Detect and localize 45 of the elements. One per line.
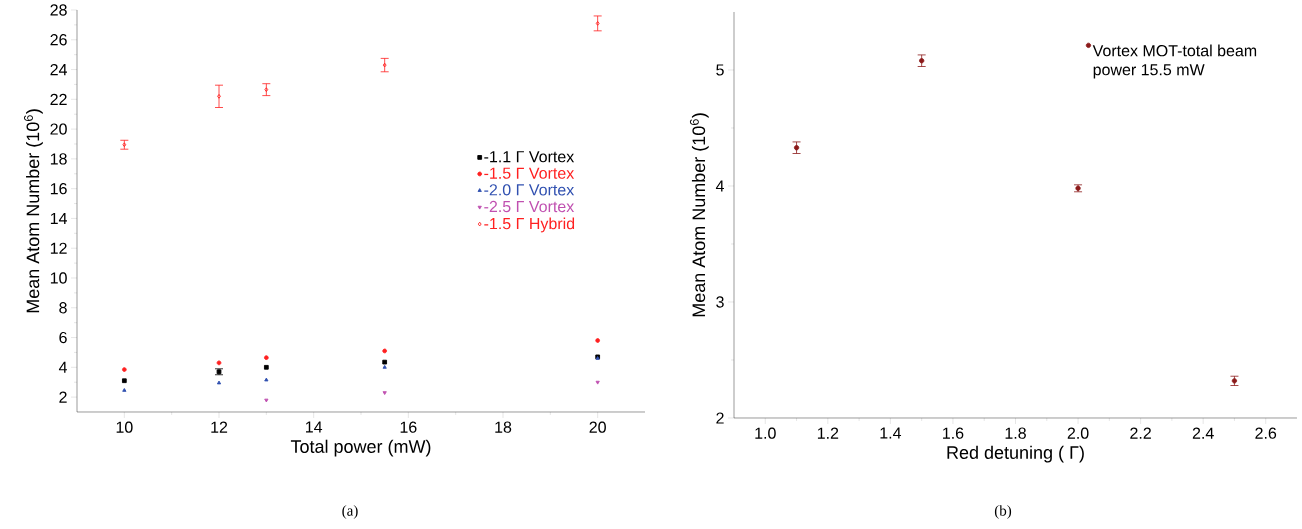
y-tick-label: 10	[50, 272, 67, 284]
y-tick-label: 6	[59, 331, 67, 344]
y-tick-label: 3	[716, 296, 724, 308]
text: (b)	[994, 505, 1012, 519]
y-tick-label: 28	[50, 4, 67, 16]
text: (a)	[342, 505, 358, 519]
legend-label: -1.1 Γ Vortex	[484, 151, 575, 163]
x-tick-label: 2.0	[1067, 427, 1089, 439]
y-tick-label: 5	[716, 64, 724, 76]
legend-label: -1.5 Γ Vortex	[484, 167, 575, 179]
x-tick-label: 2.6	[1255, 427, 1277, 439]
x-axis-title: Red detuning ( Γ)	[947, 445, 1084, 463]
x-tick-label: 20	[589, 421, 606, 433]
y-tick-label: 16	[50, 183, 67, 195]
y-tick-label: 20	[50, 123, 67, 135]
x-tick-label: 2.4	[1192, 427, 1214, 439]
y-tick-label: 26	[50, 34, 67, 46]
legend-label: -2.0 Γ Vortex	[484, 184, 575, 196]
x-tick-label: 1.0	[755, 427, 776, 439]
x-tick-label: 1.2	[817, 427, 839, 439]
x-tick-label: 1.4	[880, 427, 902, 439]
y-tick-label: 12	[50, 242, 67, 254]
x-tick-label: 18	[495, 421, 512, 433]
y-tick-label: 8	[59, 302, 67, 314]
x-tick-label: 10	[116, 421, 133, 433]
y-tick-label: 4	[58, 361, 67, 373]
y-tick-label: 22	[50, 93, 67, 105]
y-tick-label: 14	[50, 212, 67, 224]
x-tick-label: 16	[400, 421, 417, 433]
y-tick-label: 4	[715, 180, 724, 192]
legend-label: -1.5 Γ Hybrid	[484, 217, 575, 233]
y-tick-label: 24	[50, 63, 67, 76]
x-tick-label: 1.8	[1005, 427, 1026, 439]
x-tick-label: 12	[211, 421, 228, 433]
x-tick-label: 1.6	[943, 427, 964, 439]
x-tick-label: 2.2	[1130, 427, 1151, 439]
y-tick-label: 2	[716, 412, 724, 424]
y-axis-title: Mean Atom Number (10$^{6}$)	[689, 113, 709, 317]
y-tick-label: 18	[50, 153, 67, 165]
x-tick-label: 14	[306, 421, 323, 433]
legend-label: Vortex MOT-total beam power 15.5 mW	[1092, 44, 1257, 79]
y-tick-label: 2	[59, 391, 67, 403]
y-axis-title: Mean Atom Number (10$^{6}$)	[24, 109, 43, 313]
legend-label: -2.5 Γ Vortex	[484, 200, 575, 213]
x-axis-title: Total power (mW)	[290, 439, 431, 457]
